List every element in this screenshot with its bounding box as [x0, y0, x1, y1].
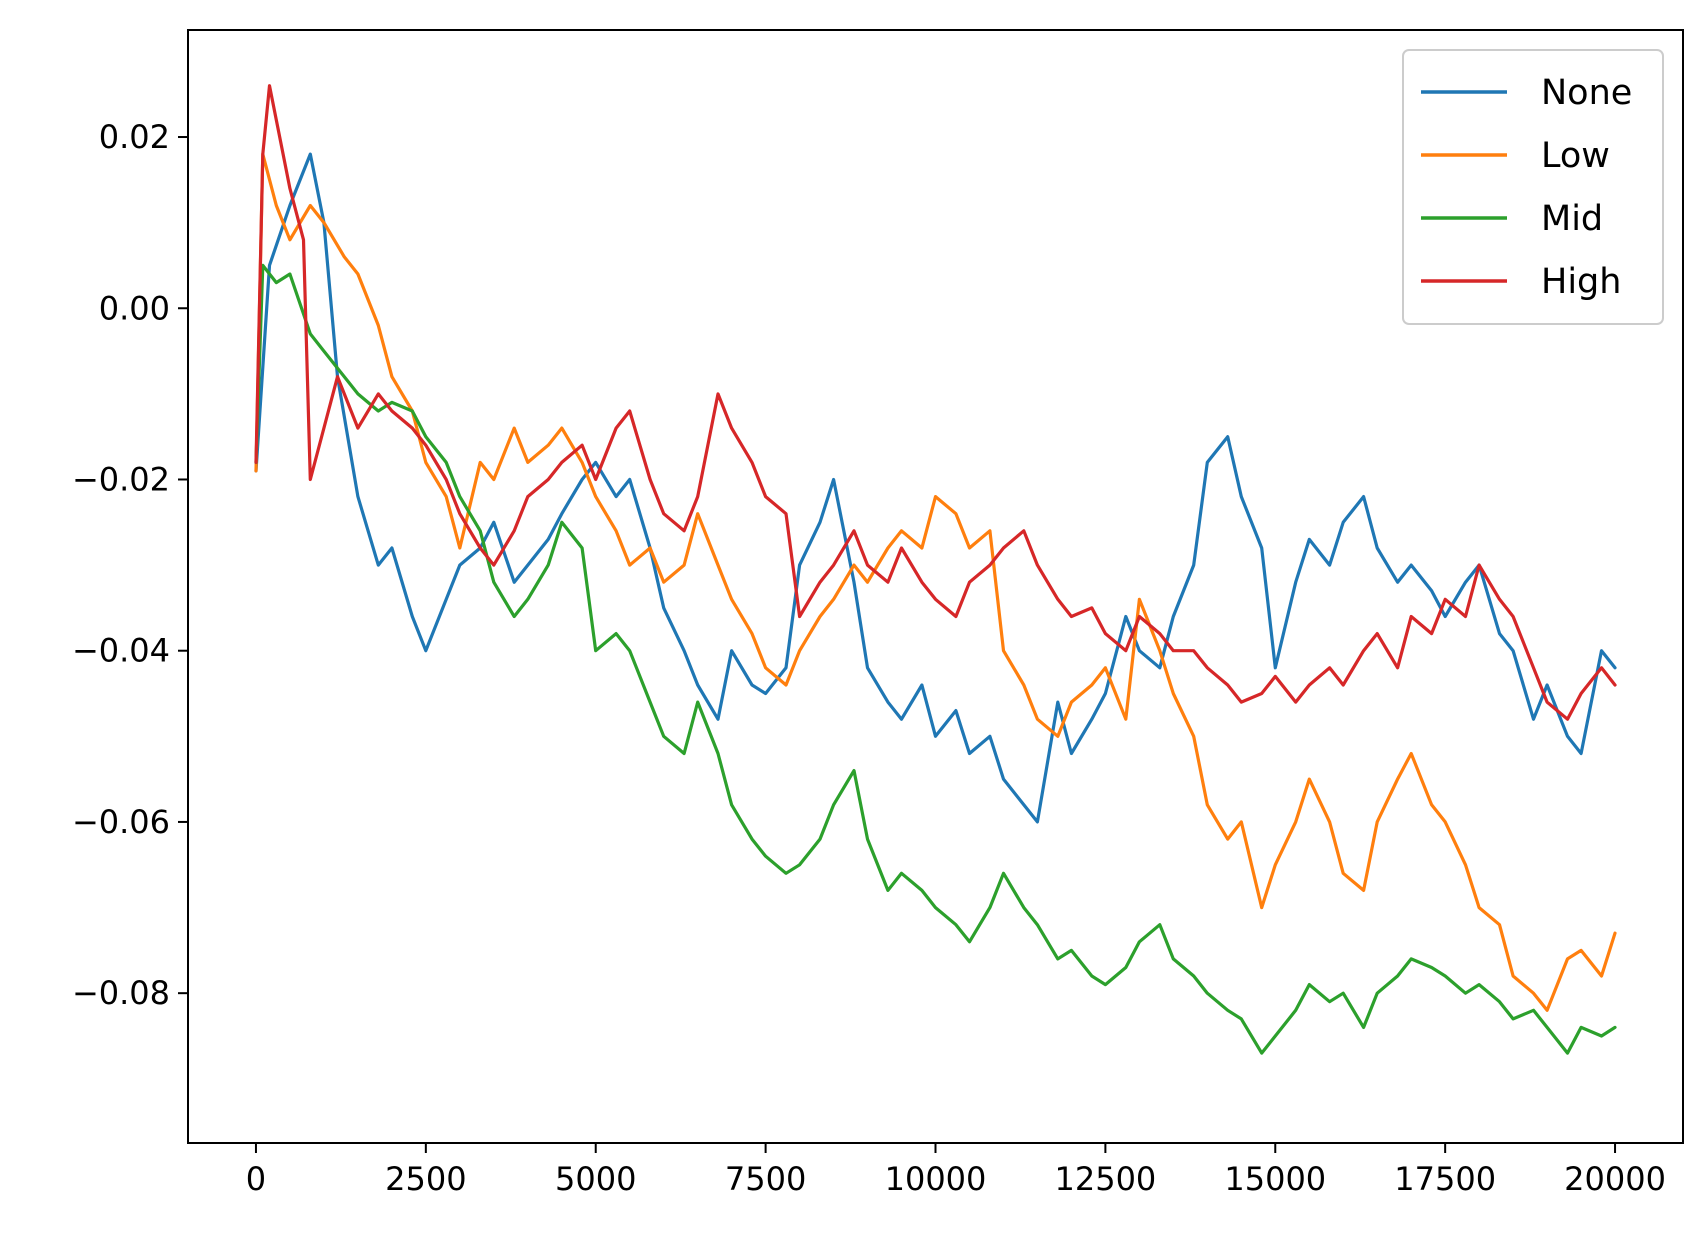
y-tick-label: −0.06 — [72, 803, 170, 841]
series-line-low — [254, 152, 1617, 1012]
series-line-mid — [254, 263, 1617, 1055]
legend-label-low: Low — [1541, 136, 1610, 176]
x-tick-label: 15000 — [1224, 1160, 1326, 1198]
x-tick-label: 17500 — [1394, 1160, 1496, 1198]
x-tick-label: 2500 — [385, 1160, 466, 1198]
series-line-none — [254, 152, 1617, 824]
x-tick-label: 5000 — [555, 1160, 636, 1198]
legend-label-none: None — [1541, 73, 1632, 113]
legend-label-high: High — [1541, 262, 1621, 302]
y-tick-label: −0.02 — [72, 460, 170, 498]
x-tick-label: 10000 — [885, 1160, 987, 1198]
legend-label-mid: Mid — [1541, 199, 1603, 239]
x-tick-label: 12500 — [1054, 1160, 1156, 1198]
x-tick-label: 0 — [246, 1160, 266, 1198]
series-line-high — [254, 84, 1617, 721]
x-tick-label: 7500 — [725, 1160, 806, 1198]
y-tick-label: −0.04 — [72, 632, 170, 670]
y-tick-label: 0.00 — [99, 289, 170, 327]
y-tick-label: 0.02 — [99, 118, 170, 156]
y-tick-label: −0.08 — [72, 974, 170, 1012]
x-tick-label: 20000 — [1564, 1160, 1666, 1198]
axes-layer: 0 2500 5000 7500 10000 12500 15000 17500 20000 0.… — [72, 29, 1684, 1198]
series-layer — [254, 84, 1617, 1055]
legend: None Low Mid High — [1402, 49, 1664, 325]
legend-box — [1402, 49, 1664, 325]
